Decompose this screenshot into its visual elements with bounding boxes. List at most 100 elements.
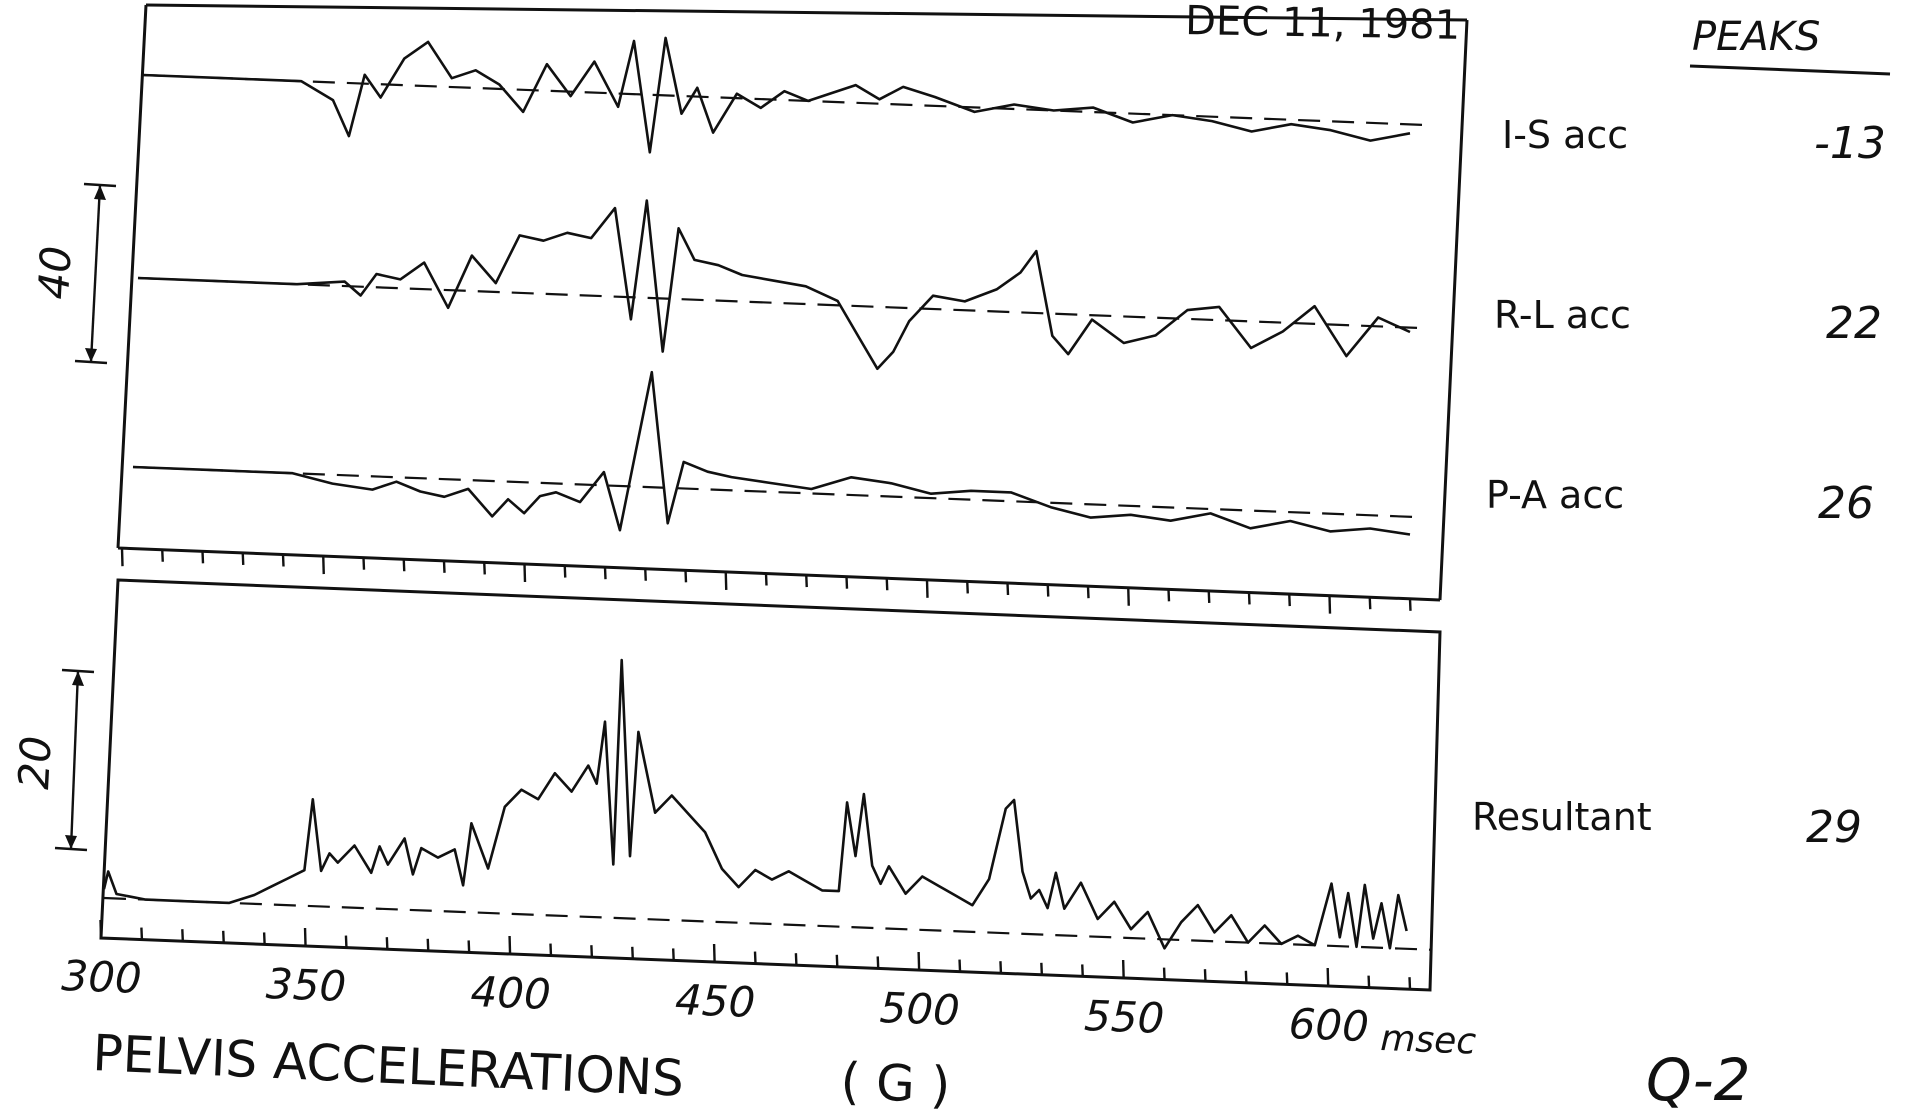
top-tick bbox=[523, 563, 527, 583]
peak-value-resultant: 29 bbox=[1806, 802, 1862, 853]
date-label: DEC 11, 1981 bbox=[1185, 0, 1461, 49]
top-tick bbox=[805, 575, 808, 588]
bottom-tick bbox=[549, 943, 553, 956]
bottom-tick bbox=[712, 943, 716, 963]
x-tick-label-300: 300 bbox=[61, 951, 143, 1003]
top-tick bbox=[845, 576, 849, 589]
scale-bar-bottom-label: 20 bbox=[9, 735, 61, 791]
bottom-tick bbox=[1040, 962, 1044, 975]
bottom-tick bbox=[999, 961, 1003, 974]
scale-bar-top-label: 40 bbox=[29, 245, 81, 301]
top-tick bbox=[1207, 590, 1211, 603]
x-tick-label-350: 350 bbox=[265, 959, 347, 1011]
bottom-tick bbox=[671, 948, 675, 961]
bottom-tick bbox=[1367, 975, 1371, 988]
top-tick bbox=[885, 578, 889, 591]
bottom-panel-frame bbox=[99, 578, 1442, 992]
baseline-isacc bbox=[142, 73, 1423, 126]
series-label-pa: P-A acc bbox=[1486, 473, 1624, 517]
top-panel-frame bbox=[116, 4, 1469, 602]
top-tick bbox=[1408, 598, 1412, 611]
peak-value-rl: 22 bbox=[1826, 298, 1882, 349]
top-tick bbox=[1247, 592, 1251, 605]
top-tick bbox=[281, 554, 285, 567]
top-tick bbox=[483, 562, 486, 575]
x-tick-labels: 300 350 400 450 500 550 600 bbox=[61, 951, 1370, 1051]
bottom-tick bbox=[1326, 967, 1330, 987]
peak-value-is: -13 bbox=[1814, 118, 1886, 169]
top-tick bbox=[402, 559, 406, 572]
scale-bar-bottom bbox=[54, 668, 95, 852]
bottom-tick bbox=[1081, 964, 1084, 977]
bottom-tick bbox=[1121, 959, 1125, 979]
top-tick bbox=[563, 565, 567, 578]
x-tick-label-500: 500 bbox=[879, 983, 961, 1035]
top-tick bbox=[1086, 586, 1090, 599]
peak-value-pa: 26 bbox=[1818, 478, 1874, 529]
top-tick bbox=[684, 570, 688, 583]
bottom-tick bbox=[958, 959, 962, 972]
top-panel-top-edge bbox=[145, 3, 1468, 22]
bottom-tick bbox=[917, 951, 921, 971]
top-tick bbox=[966, 581, 969, 594]
bottom-tick bbox=[794, 953, 798, 966]
bottom-tick bbox=[835, 954, 839, 967]
x-tick-label-550: 550 bbox=[1083, 991, 1165, 1043]
top-tick bbox=[201, 551, 205, 564]
baseline-paacc bbox=[132, 465, 1423, 519]
top-tick bbox=[1127, 587, 1130, 606]
bottom-tick bbox=[426, 938, 430, 951]
top-tick bbox=[764, 573, 768, 586]
top-tick bbox=[362, 557, 366, 570]
series-label-is: I-S acc bbox=[1502, 113, 1628, 157]
bottom-tick bbox=[385, 937, 389, 950]
peaks-underline bbox=[1689, 64, 1891, 76]
top-tick bbox=[322, 556, 325, 575]
bottom-tick bbox=[590, 945, 594, 958]
baselines bbox=[103, 73, 1431, 951]
baseline-resultant bbox=[103, 896, 1431, 951]
traces bbox=[102, 36, 1411, 950]
scale-bar-top bbox=[74, 182, 117, 365]
x-unit-label: msec bbox=[1380, 1018, 1477, 1063]
top-axis-ticks bbox=[120, 548, 1412, 614]
bottom-tick bbox=[1408, 977, 1412, 990]
series-label-resultant: Resultant bbox=[1472, 795, 1652, 839]
top-tick bbox=[925, 579, 929, 598]
bottom-tick bbox=[140, 927, 144, 940]
bottom-tick bbox=[631, 946, 634, 959]
top-tick bbox=[1046, 584, 1050, 597]
figure-title: PELVIS ACCELERATIONS bbox=[91, 1024, 685, 1108]
top-tick bbox=[1006, 582, 1010, 596]
top-tick bbox=[442, 560, 446, 573]
top-tick bbox=[644, 568, 647, 581]
top-tick bbox=[1167, 589, 1171, 602]
bottom-tick bbox=[876, 956, 880, 969]
x-tick-label-450: 450 bbox=[674, 975, 756, 1027]
top-tick bbox=[1328, 595, 1332, 614]
bottom-tick bbox=[222, 930, 225, 943]
bottom-tick bbox=[467, 940, 471, 953]
top-tick bbox=[241, 552, 245, 565]
top-tick bbox=[603, 567, 607, 580]
bottom-tick bbox=[753, 951, 757, 964]
top-tick bbox=[724, 571, 728, 590]
trace-rlacc bbox=[137, 199, 1411, 371]
bottom-tick bbox=[1203, 969, 1207, 982]
trace-resultant bbox=[102, 658, 1408, 950]
top-tick bbox=[1368, 597, 1372, 610]
peaks-heading: PEAKS bbox=[1692, 14, 1820, 60]
bottom-axis-ticks bbox=[99, 919, 1412, 990]
top-tick bbox=[120, 548, 124, 567]
bottom-tick bbox=[1244, 970, 1248, 983]
corner-code: Q-2 bbox=[1646, 1046, 1751, 1111]
bottom-tick bbox=[1162, 967, 1166, 980]
bottom-tick bbox=[99, 919, 103, 939]
x-tick-label-400: 400 bbox=[470, 967, 552, 1019]
bottom-tick bbox=[181, 929, 185, 942]
figure-unit: ( G ) bbox=[839, 1052, 951, 1111]
bottom-tick bbox=[303, 927, 307, 947]
bottom-tick bbox=[262, 932, 266, 945]
x-tick-label-600: 600 bbox=[1288, 999, 1370, 1051]
